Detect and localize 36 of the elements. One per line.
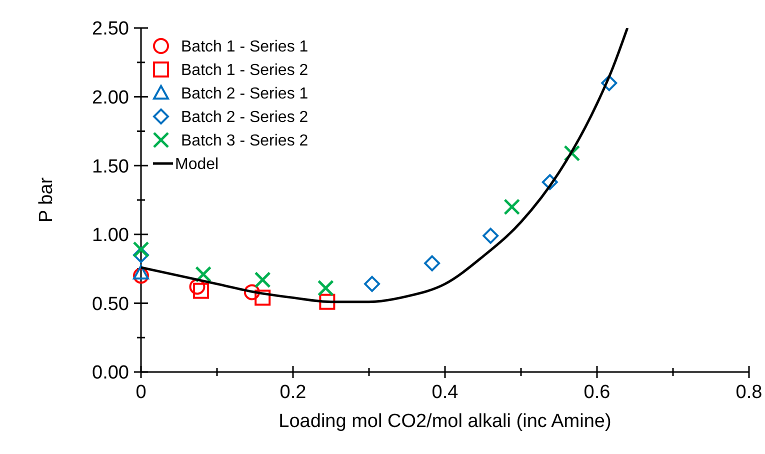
point bbox=[482, 228, 499, 244]
point bbox=[504, 198, 520, 216]
x-tick-label: 0.4 bbox=[432, 382, 459, 403]
point bbox=[364, 276, 380, 292]
point bbox=[319, 294, 336, 310]
point bbox=[601, 75, 618, 92]
legend-label: Batch 2 - Series 1 bbox=[181, 86, 308, 103]
y-tick-label: 2.50 bbox=[92, 18, 129, 40]
point bbox=[244, 284, 260, 300]
point bbox=[254, 272, 271, 288]
x-tick-label: 0.6 bbox=[584, 382, 610, 403]
y-tick-label: 2.00 bbox=[92, 87, 129, 108]
x-tick-label: 0.8 bbox=[736, 382, 762, 403]
point bbox=[193, 282, 210, 299]
legend-label: Batch 2 - Series 2 bbox=[181, 109, 308, 126]
legend-label: Batch 3 - Series 2 bbox=[181, 132, 308, 150]
x-tick-label: 0.2 bbox=[280, 382, 306, 403]
x-axis-title: Loading mol CO2/mol alkali (inc Amine) bbox=[278, 411, 612, 432]
legend-label: Batch 1 - Series 1 bbox=[181, 38, 308, 56]
point bbox=[542, 174, 558, 190]
point bbox=[317, 280, 334, 296]
point bbox=[133, 268, 149, 284]
legend-label: Model bbox=[175, 156, 219, 174]
x-tick-label: 0 bbox=[136, 382, 146, 403]
y-axis-title: P bar bbox=[36, 176, 57, 223]
point bbox=[189, 278, 206, 295]
point bbox=[132, 241, 150, 258]
point bbox=[133, 264, 149, 280]
y-tick-label: 0.50 bbox=[92, 294, 129, 315]
y-tick-label: 0.00 bbox=[92, 362, 129, 384]
point bbox=[424, 255, 440, 272]
point bbox=[254, 290, 271, 306]
y-tick-label: 1.00 bbox=[92, 225, 129, 246]
point bbox=[133, 247, 149, 264]
legend-label: Batch 1 - Series 2 bbox=[181, 62, 308, 80]
y-tick-label: 1.50 bbox=[92, 156, 129, 178]
